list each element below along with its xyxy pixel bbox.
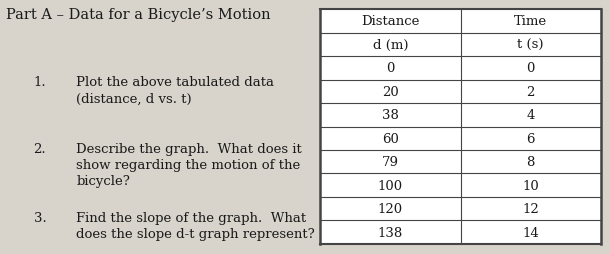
Text: Describe the graph.  What does it
show regarding the motion of the
bicycle?: Describe the graph. What does it show re… — [76, 142, 302, 187]
Text: Part A – Data for a Bicycle’s Motion: Part A – Data for a Bicycle’s Motion — [6, 8, 271, 22]
Text: 12: 12 — [522, 202, 539, 215]
Text: 120: 120 — [378, 202, 403, 215]
Text: 0: 0 — [526, 62, 535, 75]
Text: 0: 0 — [386, 62, 395, 75]
Text: 79: 79 — [382, 156, 399, 168]
Text: d (m): d (m) — [373, 39, 408, 52]
Text: 8: 8 — [526, 156, 535, 168]
Text: 3.: 3. — [34, 211, 46, 224]
Text: 10: 10 — [522, 179, 539, 192]
Text: 2.: 2. — [34, 142, 46, 155]
Text: 4: 4 — [526, 109, 535, 122]
Text: 14: 14 — [522, 226, 539, 239]
Text: Distance: Distance — [361, 15, 420, 28]
Text: t (s): t (s) — [517, 39, 544, 52]
Text: 138: 138 — [378, 226, 403, 239]
Text: 100: 100 — [378, 179, 403, 192]
FancyBboxPatch shape — [320, 10, 601, 244]
Text: Find the slope of the graph.  What
does the slope d-t graph represent?: Find the slope of the graph. What does t… — [76, 211, 315, 240]
Text: Time: Time — [514, 15, 547, 28]
Text: 60: 60 — [382, 132, 399, 145]
Text: 6: 6 — [526, 132, 535, 145]
Text: 2: 2 — [526, 86, 535, 98]
Text: 38: 38 — [382, 109, 399, 122]
Text: 20: 20 — [382, 86, 399, 98]
Text: Plot the above tabulated data
(distance, d vs. t): Plot the above tabulated data (distance,… — [76, 76, 274, 105]
Text: 1.: 1. — [34, 76, 46, 89]
